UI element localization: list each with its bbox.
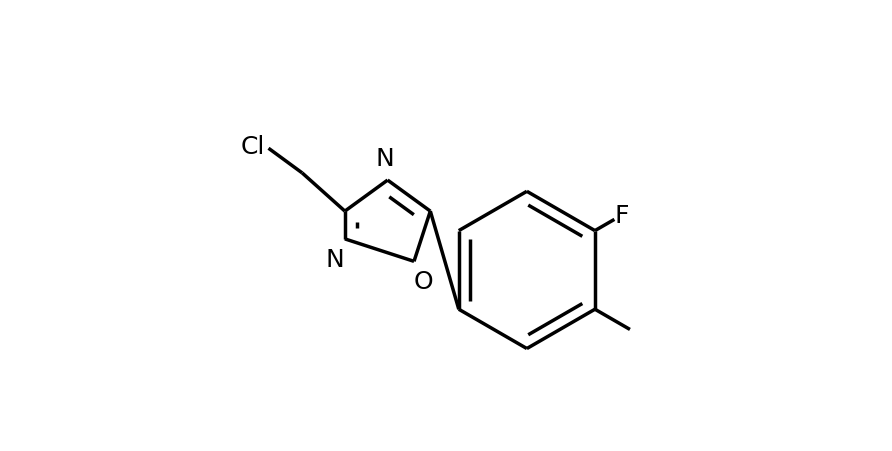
Text: N: N bbox=[376, 147, 395, 171]
Text: N: N bbox=[326, 248, 344, 272]
Text: O: O bbox=[414, 270, 434, 294]
Text: F: F bbox=[615, 204, 629, 228]
Text: Cl: Cl bbox=[241, 135, 265, 159]
